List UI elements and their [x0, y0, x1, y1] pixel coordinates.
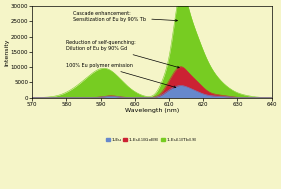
Text: Cascade enhancement:
Sensitization of Eu by 90% Tb: Cascade enhancement: Sensitization of Eu… [73, 11, 177, 22]
X-axis label: Wavelength (nm): Wavelength (nm) [125, 108, 179, 113]
Text: 100% Eu polymer emission: 100% Eu polymer emission [66, 63, 176, 88]
Legend: 1-Eu, 1-Eu$_{0.10}$Gd$_{0.90}$, 1-Eu$_{0.10}$Tb$_{0.90}$: 1-Eu, 1-Eu$_{0.10}$Gd$_{0.90}$, 1-Eu$_{0… [105, 134, 199, 146]
Y-axis label: Intensity: Intensity [4, 38, 9, 66]
Text: Reduction of self-quenching:
Dilution of Eu by 90% Gd: Reduction of self-quenching: Dilution of… [66, 40, 179, 68]
